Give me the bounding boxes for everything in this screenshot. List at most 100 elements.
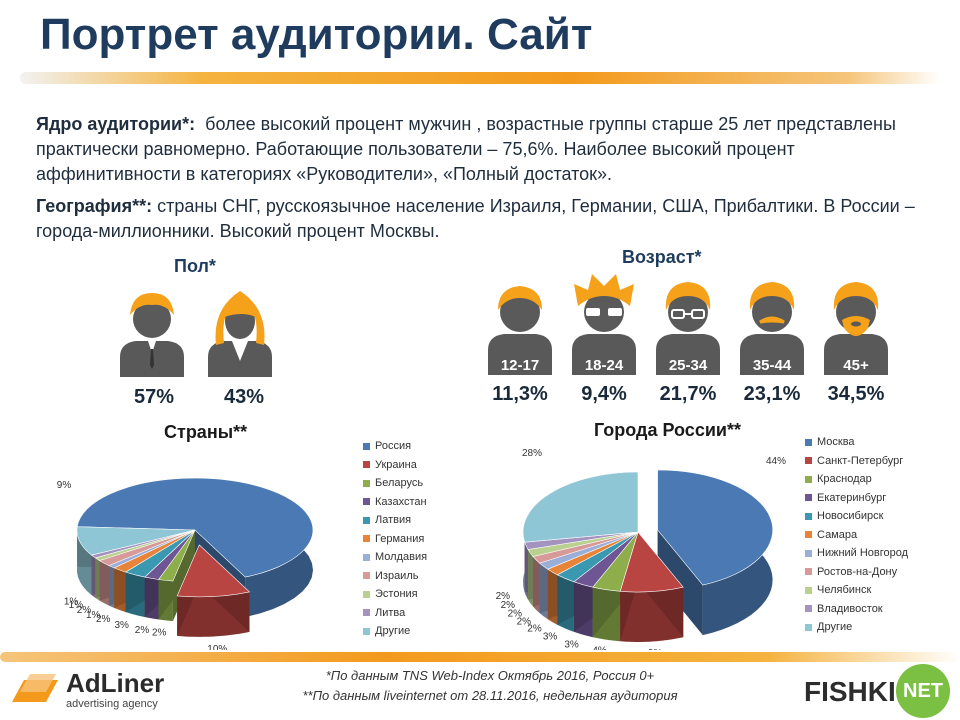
male-icon bbox=[120, 293, 184, 377]
pie-slice-0-1 bbox=[176, 544, 251, 598]
legend-item-0-4: Латвия bbox=[363, 511, 427, 530]
cities-chart-title: Города России** bbox=[594, 420, 741, 440]
legend-swatch bbox=[363, 572, 370, 580]
adliner-logo-name: AdLiner bbox=[66, 668, 165, 698]
core-label: Ядро аудитории*: bbox=[36, 114, 196, 134]
legend-label: Латвия bbox=[375, 514, 412, 527]
pie-label-1-10: 28% bbox=[522, 448, 542, 459]
legend-label: Россия bbox=[375, 440, 412, 453]
pie-label-0-3: 2% bbox=[135, 625, 150, 636]
pie-label-1-4: 3% bbox=[543, 632, 558, 643]
legend-item-1-9: Владивосток bbox=[805, 600, 908, 619]
age-35-44-icon bbox=[740, 282, 804, 375]
legend-swatch bbox=[363, 498, 370, 506]
age-label-25-34: 25-34 bbox=[668, 357, 708, 374]
pie-label-0-10: 9% bbox=[57, 480, 72, 491]
legend-swatch bbox=[363, 590, 370, 598]
legend-item-0-9: Литва bbox=[363, 604, 427, 623]
legend-label: Израиль bbox=[375, 569, 419, 582]
fishki-net-badge: NET bbox=[896, 664, 950, 718]
countries-legend: Россия Украина Беларусь Казахстан Латвия Герм… bbox=[363, 437, 427, 641]
adliner-logo-sub: advertising agency bbox=[66, 698, 158, 710]
footer-divider bbox=[0, 652, 960, 662]
legend-label: Украина bbox=[375, 458, 417, 471]
pie-label-1-5: 2% bbox=[527, 624, 542, 635]
pie-label-1-3: 3% bbox=[564, 639, 579, 650]
cities-legend: Москва Санкт-Петербург Краснодар Екатеринбу… bbox=[805, 433, 908, 637]
pie-label-1-8: 2% bbox=[501, 600, 516, 611]
age-18-24-icon bbox=[572, 274, 636, 375]
legend-item-0-1: Украина bbox=[363, 456, 427, 475]
pie-label-0-5: 2% bbox=[96, 614, 111, 625]
pie-label-0-7: 2% bbox=[77, 605, 92, 616]
legend-item-0-3: Казахстан bbox=[363, 493, 427, 512]
legend-label: Владивосток bbox=[817, 602, 883, 615]
fishki-logo-text: FISHKI bbox=[804, 676, 896, 707]
legend-swatch bbox=[363, 461, 370, 469]
cities-pie-chart: 44%9%4%3%3%2%2%2%2%2%28% bbox=[496, 448, 787, 651]
gender-heading: Пол* bbox=[174, 256, 216, 276]
pie-label-1-0: 44% bbox=[766, 456, 786, 467]
legend-label: Беларусь bbox=[375, 477, 424, 490]
pie-label-0-6: 1% bbox=[86, 610, 101, 621]
countries-chart-title: Страны** bbox=[164, 422, 248, 442]
legend-item-1-3: Екатеринбург bbox=[805, 489, 908, 508]
legend-swatch bbox=[363, 442, 370, 450]
legend-swatch bbox=[805, 623, 812, 631]
female-percent: 43% bbox=[223, 386, 265, 408]
legend-label: Санкт-Петербург bbox=[817, 454, 904, 467]
pie-label-1-6: 2% bbox=[517, 616, 532, 627]
legend-item-1-10: Другие bbox=[805, 618, 908, 637]
pie-slice-0-10 bbox=[76, 526, 196, 556]
legend-swatch bbox=[805, 457, 812, 465]
legend-swatch bbox=[805, 586, 812, 594]
age-value-25-34: 21,7% bbox=[659, 383, 717, 405]
legend-label: Другие bbox=[817, 621, 853, 634]
legend-label: Екатеринбург bbox=[817, 491, 887, 504]
pie-label-1-9: 2% bbox=[496, 591, 511, 602]
legend-item-1-8: Челябинск bbox=[805, 581, 908, 600]
pie-label-1-7: 2% bbox=[508, 609, 523, 620]
age-label-45-plus: 45+ bbox=[843, 357, 869, 374]
legend-item-1-5: Самара bbox=[805, 526, 908, 545]
core-audience-paragraph: Ядро аудитории*: более высокий процент м… bbox=[36, 112, 936, 187]
legend-label: Молдавия bbox=[375, 551, 428, 564]
age-45-plus-icon bbox=[824, 282, 888, 375]
legend-item-1-0: Москва bbox=[805, 433, 908, 452]
age-12-17-icon bbox=[488, 286, 552, 375]
legend-item-1-1: Санкт-Петербург bbox=[805, 452, 908, 471]
age-value-35-44: 23,1% bbox=[743, 383, 801, 405]
age-value-18-24: 9,4% bbox=[581, 383, 627, 405]
pie-slice-1-0 bbox=[657, 469, 773, 586]
age-value-12-17: 11,3% bbox=[492, 383, 548, 405]
legend-swatch bbox=[363, 609, 370, 617]
pie-label-0-8: 1% bbox=[69, 600, 84, 611]
legend-swatch bbox=[363, 516, 370, 524]
legend-swatch bbox=[805, 605, 812, 613]
pie-label-0-4: 3% bbox=[114, 620, 129, 631]
page-title: Портрет аудитории. Сайт bbox=[40, 10, 593, 59]
legend-label: Казахстан bbox=[375, 495, 427, 508]
footnote-2: **По данным liveinternet от 28.11.2016, … bbox=[302, 688, 678, 703]
legend-label: Самара bbox=[817, 528, 858, 541]
pie-slice-1-10 bbox=[522, 471, 639, 543]
age-label-35-44: 35-44 bbox=[752, 357, 792, 374]
pie-label-1-2: 4% bbox=[592, 646, 607, 651]
legend-label: Ростов-на-Дону bbox=[817, 565, 898, 578]
gender-icons bbox=[120, 291, 272, 377]
female-icon bbox=[208, 291, 272, 377]
legend-label: Другие bbox=[375, 625, 411, 638]
legend-item-0-2: Беларусь bbox=[363, 474, 427, 493]
countries-pie-chart: 67%10%2%2%3%2%1%2%1%1%9% bbox=[57, 477, 314, 650]
pie-label-0-2: 2% bbox=[152, 628, 167, 639]
legend-label: Литва bbox=[375, 606, 406, 619]
legend-label: Эстония bbox=[375, 588, 418, 601]
age-value-45-plus: 34,5% bbox=[827, 383, 885, 405]
age-label-18-24: 18-24 bbox=[584, 357, 624, 374]
male-percent: 57% bbox=[133, 386, 175, 408]
legend-label: Германия bbox=[375, 532, 425, 545]
core-text: более высокий процент мужчин , возрастны… bbox=[36, 114, 896, 184]
age-label-12-17: 12-17 bbox=[500, 357, 540, 374]
legend-item-1-2: Краснодар bbox=[805, 470, 908, 489]
legend-item-0-6: Молдавия bbox=[363, 548, 427, 567]
